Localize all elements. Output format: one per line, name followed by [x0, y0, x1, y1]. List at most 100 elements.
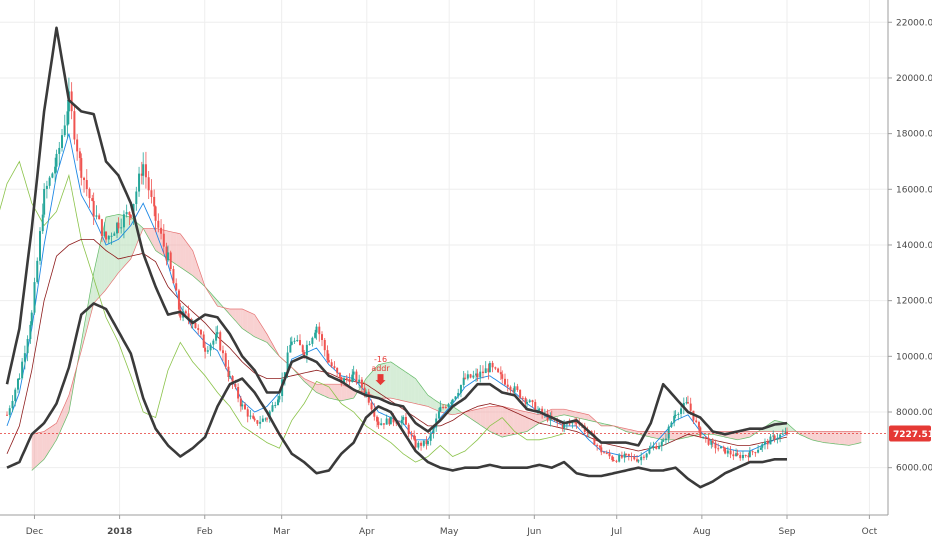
candle-up — [652, 446, 655, 448]
candle-up — [741, 455, 744, 459]
candle-up — [389, 416, 392, 425]
x-tick-label: Mar — [273, 527, 290, 537]
cloud-segment — [155, 228, 159, 253]
cloud-segment — [774, 420, 778, 432]
candle-down — [499, 372, 502, 375]
bollinger-lower-band — [6, 302, 787, 489]
candle-up — [565, 423, 568, 425]
candle-down — [80, 158, 83, 178]
candle-up — [763, 441, 766, 445]
candle-up — [212, 340, 215, 345]
y-tick-label: 10000.00 — [896, 352, 932, 362]
cloud-segment — [814, 431, 818, 442]
candle-down — [786, 431, 788, 435]
candle-down — [157, 220, 160, 228]
cloud-segment — [480, 407, 483, 427]
cloud-segment — [740, 431, 743, 440]
candle-down — [221, 350, 224, 354]
cloud-segment — [839, 431, 843, 445]
candle-down — [425, 440, 428, 445]
candle-down — [747, 455, 750, 458]
cloud-segment — [68, 385, 72, 412]
candle-down — [382, 423, 385, 425]
candle-down — [392, 416, 395, 423]
candle-up — [286, 352, 289, 373]
candle-up — [759, 447, 762, 450]
cloud-segment — [510, 408, 514, 436]
cloud-segment — [529, 412, 533, 430]
cloud-segment — [106, 216, 109, 290]
candle-up — [289, 344, 292, 353]
cloud-segment — [477, 408, 481, 425]
candle-down — [105, 231, 108, 240]
cloud-segment — [436, 400, 439, 412]
candle-up — [710, 440, 713, 445]
cloud-segment — [151, 228, 155, 249]
candle-down — [729, 450, 732, 455]
candle-down — [197, 328, 200, 330]
cloud-segment — [108, 215, 112, 286]
candle-down — [301, 345, 304, 353]
cloud-segment — [649, 431, 651, 438]
cloud-segment — [405, 372, 409, 403]
cloud-segment — [836, 431, 840, 445]
x-tick-label: May — [440, 527, 459, 537]
candle-up — [426, 440, 429, 445]
candle-down — [724, 447, 727, 454]
candle-up — [447, 403, 450, 408]
cloud-segment — [579, 412, 583, 419]
candle-up — [122, 214, 125, 228]
candle-up — [466, 374, 469, 379]
cloud-segment — [467, 410, 471, 419]
cloud-segment — [587, 414, 589, 421]
cloud-segment — [411, 375, 415, 404]
candle-up — [513, 386, 516, 392]
candle-down — [327, 360, 330, 363]
cloud-segment — [396, 365, 400, 400]
candle-up — [305, 344, 308, 356]
candle-up — [479, 371, 482, 378]
cloud-segment — [341, 384, 345, 401]
candle-up — [30, 312, 33, 325]
candle-down — [636, 459, 639, 462]
cloud-segment — [52, 424, 56, 447]
candle-up — [640, 456, 643, 461]
candle-up — [719, 446, 722, 449]
candle-down — [169, 252, 172, 269]
cloud-segment — [539, 413, 543, 424]
candle-up — [315, 326, 318, 333]
cloud-segment — [844, 431, 848, 446]
cloud-segment — [674, 431, 676, 440]
cloud-segment — [315, 383, 317, 393]
cloud-segment — [418, 382, 422, 405]
cloud-segment — [562, 409, 565, 416]
y-tick-label: 12000.00 — [896, 297, 932, 307]
candle-down — [243, 404, 246, 410]
candle-down — [574, 421, 577, 423]
candle-up — [261, 418, 264, 422]
candle-down — [318, 326, 321, 335]
candle-up — [450, 402, 453, 404]
cloud-segment — [185, 241, 189, 273]
last-price-label: 7227.51 — [893, 430, 932, 440]
candle-up — [673, 416, 676, 423]
cloud-segment — [653, 431, 657, 439]
candle-down — [129, 214, 132, 218]
candle-down — [714, 442, 717, 449]
cloud-segment — [671, 431, 675, 440]
candle-down — [608, 452, 611, 457]
candle-up — [228, 375, 231, 377]
candle-down — [330, 362, 333, 367]
x-tick-label: Jul — [610, 527, 622, 537]
cloud-segment — [427, 395, 431, 408]
cloud-segment — [535, 413, 538, 426]
candle-down — [497, 368, 500, 373]
cloud-segment — [191, 248, 193, 276]
cloud-segment — [588, 414, 592, 421]
candle-up — [674, 414, 677, 417]
cloud-segment — [368, 372, 372, 395]
cloud-segment — [244, 310, 248, 333]
candle-down — [376, 416, 379, 422]
candle-down — [695, 420, 698, 423]
